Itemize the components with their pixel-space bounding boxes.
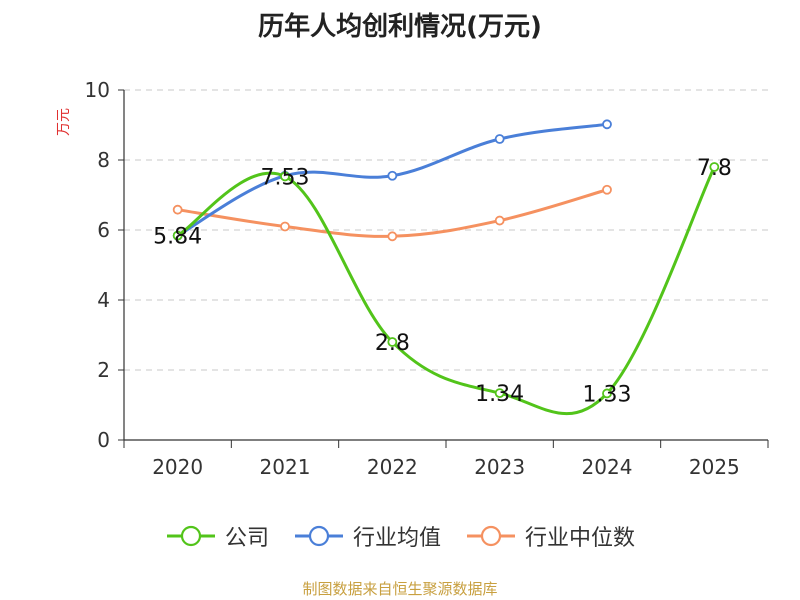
data-label: 7.53 — [261, 165, 310, 190]
x-tick-label: 2020 — [152, 455, 203, 479]
y-axis-label: 万元 — [56, 108, 72, 136]
x-tick-label: 2021 — [260, 455, 311, 479]
data-point-0-0 — [172, 230, 183, 241]
x-tick-label: 2024 — [582, 455, 633, 479]
y-tick-label: 2 — [97, 358, 110, 382]
data-label: 1.34 — [475, 382, 524, 407]
legend-item[interactable]: 行业均值 — [293, 520, 441, 552]
data-label: 1.33 — [583, 382, 632, 407]
legend: 公司 行业均值 行业中位数 — [0, 520, 800, 552]
label-layer: 5.84 7.53 2.8 1.34 1.33 7.8 — [153, 156, 732, 407]
x-tick-label: 2022 — [367, 455, 418, 479]
y-tick-label: 10 — [85, 78, 110, 102]
data-point-1-2 — [387, 170, 398, 181]
data-point-1-3 — [494, 134, 505, 144]
data-point-2-2 — [387, 231, 398, 242]
data-point-2-3 — [494, 215, 505, 226]
data-point-0-5 — [709, 162, 720, 172]
data-point-0-4 — [602, 388, 612, 399]
legend-label: 公司 — [224, 526, 269, 551]
x-tick-label: 2025 — [689, 455, 740, 479]
series-line-0 — [176, 166, 716, 416]
x-tick-label: 2023 — [474, 455, 525, 479]
data-point-0-2 — [387, 337, 398, 347]
y-tick-label: 8 — [97, 148, 110, 172]
y-tick-label: 6 — [97, 218, 110, 242]
data-label: 7.8 — [697, 156, 732, 181]
chart-title: 历年人均创利情况(万元) — [258, 12, 542, 42]
data-label: 2.8 — [375, 331, 410, 356]
legend-label: 行业均值 — [352, 526, 441, 551]
y-tick-label: 0 — [97, 428, 110, 452]
data-point-0-3 — [494, 388, 505, 399]
data-point-2-1 — [280, 221, 290, 232]
series-layer — [172, 119, 720, 416]
legend-swatch-icon — [467, 525, 515, 547]
data-source-note: 制图数据来自恒生聚源数据库 — [302, 580, 498, 598]
legend-label: 行业中位数 — [525, 526, 636, 551]
legend-item[interactable]: 公司 — [165, 520, 269, 552]
data-point-1-4 — [602, 119, 612, 130]
y-tick-label: 4 — [97, 288, 110, 312]
data-point-0-1 — [280, 171, 290, 182]
series-line-2 — [177, 188, 608, 238]
data-point-2-0 — [172, 204, 183, 215]
legend-swatch-icon — [166, 525, 215, 547]
axis-layer: 0 2 4 6 8 10 2020 2021 2022 2023 2024 2025 — [85, 78, 769, 479]
data-point-2-4 — [602, 184, 612, 195]
data-label: 5.84 — [153, 225, 202, 250]
legend-item[interactable]: 行业中位数 — [465, 520, 635, 552]
legend-swatch-icon — [294, 525, 343, 547]
